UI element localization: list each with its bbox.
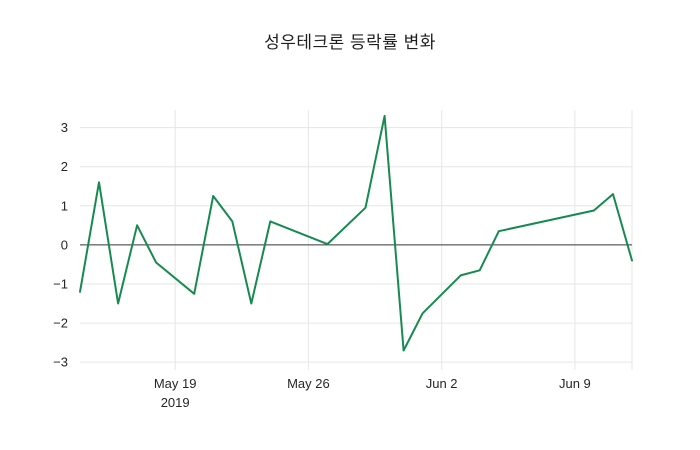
y-tick-label: 1 — [61, 198, 68, 213]
series-line — [79, 114, 633, 352]
x-tick-label: May 26 — [287, 376, 330, 391]
y-tick-label: −2 — [53, 316, 68, 331]
x-tick-sublabel: 2019 — [161, 395, 190, 410]
x-tick-label: Jun 9 — [559, 376, 591, 391]
y-tick-label: 3 — [61, 120, 68, 135]
y-tick-label: 0 — [61, 237, 68, 252]
x-tick-label: May 19 — [154, 376, 197, 391]
chart-title: 성우테크론 등락률 변화 — [264, 33, 436, 52]
y-tick-label: −3 — [53, 355, 68, 370]
y-tick-label: −1 — [53, 276, 68, 291]
y-tick-label: 2 — [61, 159, 68, 174]
x-tick-label: Jun 2 — [426, 376, 458, 391]
